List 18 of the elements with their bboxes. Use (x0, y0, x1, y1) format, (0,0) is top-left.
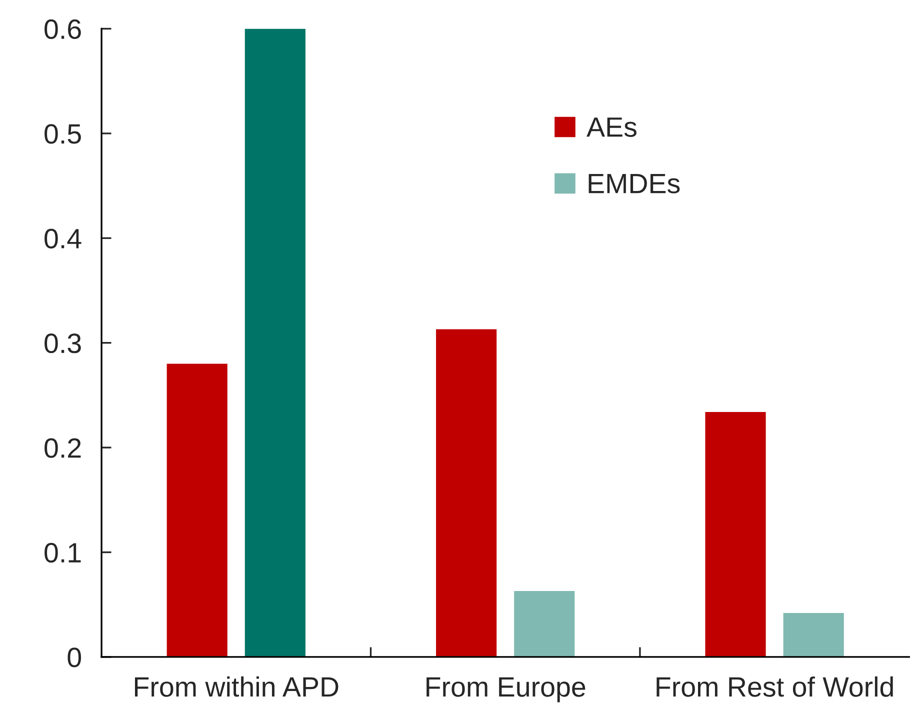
bar (166, 364, 228, 657)
y-tick-label: 0.5 (44, 124, 81, 144)
bar (783, 612, 844, 657)
bar (436, 329, 497, 657)
x-tick-label: From within APD (134, 676, 338, 697)
legend-label: AEs (586, 118, 636, 137)
y-tick-label: 0.1 (44, 542, 81, 563)
bar (514, 591, 575, 657)
y-tick-label: 0 (68, 648, 81, 668)
bar (705, 412, 766, 657)
x-tick-label: From Europe (426, 677, 586, 702)
y-tick-label: 0.2 (44, 438, 81, 458)
y-tick-label: 0.3 (44, 334, 81, 354)
y-tick-label: 0.4 (44, 228, 82, 248)
y-tick-label: 0.6 (44, 19, 81, 40)
legend-label: EMDEs (588, 174, 680, 194)
x-tick-label: From Rest of World (656, 676, 893, 697)
bar (244, 28, 306, 657)
